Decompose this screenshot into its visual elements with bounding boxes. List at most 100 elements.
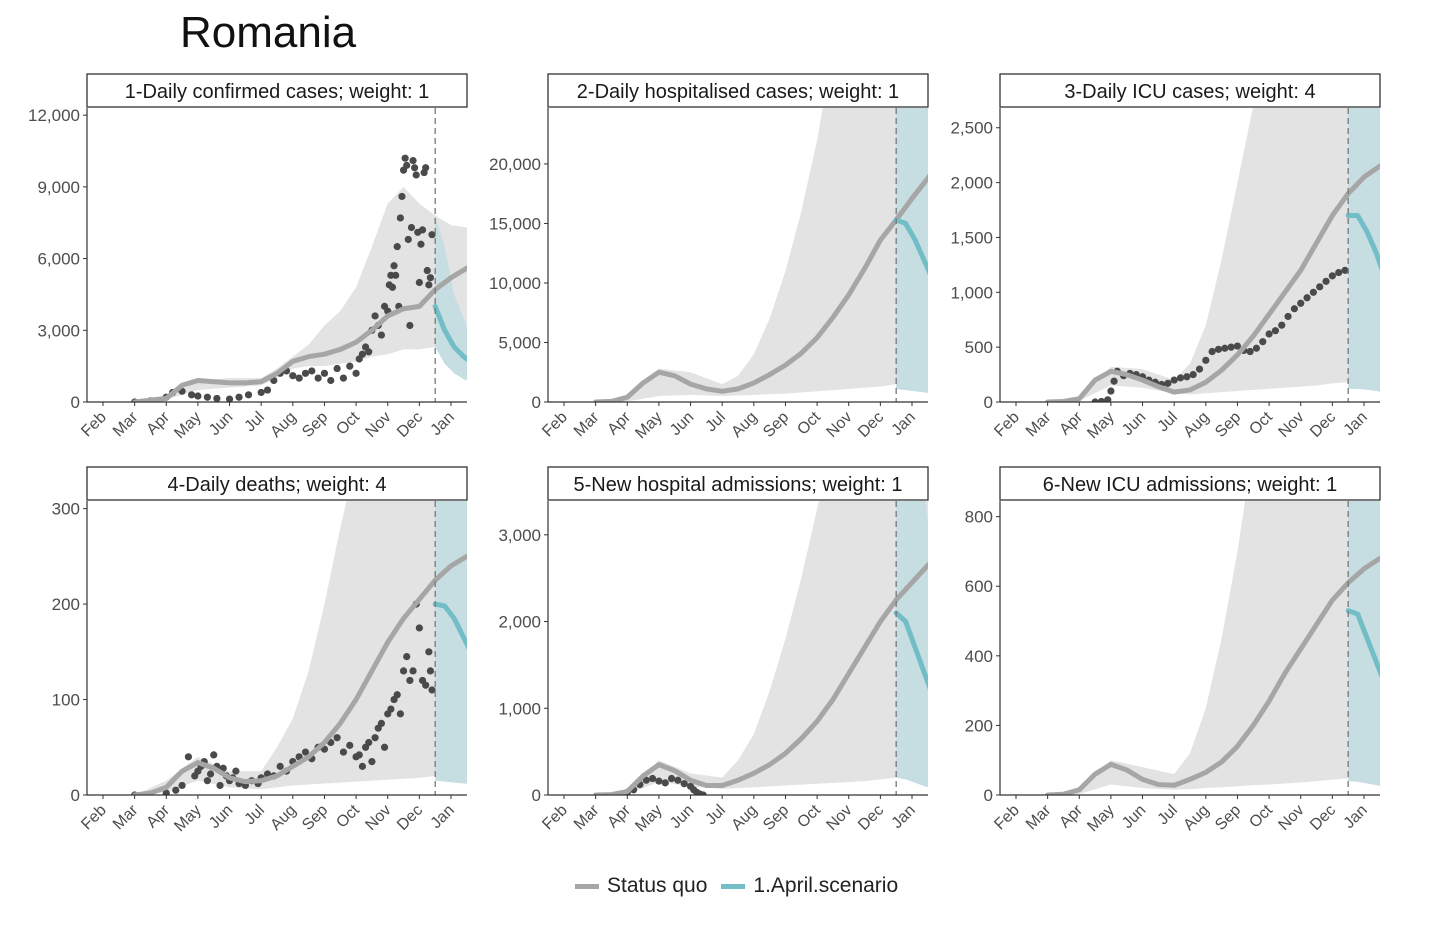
x-tick-label: Oct [1246, 408, 1276, 438]
panel-title-strip [547, 466, 929, 501]
x-tick-label: Dec [1307, 409, 1339, 441]
observed-point [674, 776, 682, 784]
observed-point [390, 262, 398, 270]
page-title: Romania [180, 8, 357, 57]
observed-point [235, 393, 243, 401]
x-tick-label: Apr [143, 408, 173, 438]
status-quo-band [595, 501, 928, 795]
panel-title-strip [999, 466, 1381, 501]
status-quo-line [593, 173, 928, 402]
x-tick-label: Nov [823, 409, 855, 441]
y-tick-label: 2,500 [950, 119, 993, 138]
observed-point [1303, 294, 1311, 302]
observed-point [289, 372, 297, 380]
legend-label-status-quo: Status quo [607, 874, 708, 897]
observed-point [346, 362, 354, 370]
observed-point [355, 751, 363, 759]
observed-point [1183, 373, 1191, 381]
observed-point [1104, 396, 1112, 402]
legend-label-scenario: 1.April.scenario [753, 874, 899, 897]
observed-point [661, 779, 669, 787]
y-tick-label: 5,000 [498, 333, 541, 352]
observed-point [415, 624, 423, 632]
x-tick-label: Nov [362, 802, 394, 834]
x-tick-label: Jul [703, 409, 729, 435]
x-tick-label: Aug [1180, 802, 1212, 834]
observed-point [301, 369, 310, 377]
observed-point [295, 374, 303, 382]
observed-point [409, 156, 417, 165]
status-quo-line [1045, 163, 1380, 402]
observed-point [1189, 370, 1197, 379]
x-tick-label: Sep [760, 409, 792, 441]
observed-point [213, 394, 221, 402]
observed-point [1202, 356, 1210, 364]
x-tick-label: Feb [991, 802, 1023, 834]
observed-point [368, 757, 376, 766]
plot-area [593, 501, 928, 795]
observed-point [1214, 345, 1223, 353]
y-tick-label: 0 [532, 786, 541, 805]
x-tick-label: Feb [991, 409, 1023, 441]
observed-point [1097, 397, 1106, 402]
x-tick-label: Nov [1275, 409, 1307, 441]
observed-point [314, 374, 322, 382]
observed-point [263, 386, 272, 394]
observed-point [339, 374, 348, 382]
scenario-line [432, 601, 467, 650]
observed-point [244, 391, 253, 399]
y-tick-label: 0 [71, 393, 80, 412]
observed-point [409, 667, 417, 675]
y-tick-label: 200 [965, 716, 993, 735]
x-tick-label: Jul [703, 802, 729, 828]
observed-point [412, 171, 420, 179]
legend-swatch-scenario [721, 883, 746, 889]
x-tick-label: Sep [1212, 802, 1244, 834]
x-tick-label: Nov [362, 409, 394, 441]
observed-point [1208, 347, 1216, 356]
observed-point [417, 240, 425, 248]
observed-point [642, 776, 650, 784]
observed-point [1290, 305, 1298, 313]
panel-title: 2-Daily hospitalised cases; weight: 1 [577, 81, 899, 103]
x-tick-label: Feb [78, 409, 110, 441]
observed-point [1284, 312, 1292, 321]
x-tick-label: Aug [267, 409, 299, 441]
x-tick-label: Feb [539, 802, 571, 834]
scenario-band [435, 215, 467, 381]
y-tick-label: 6,000 [37, 250, 80, 269]
observed-point [1252, 344, 1261, 352]
panel-title: 4-Daily deaths; weight: 4 [167, 474, 386, 496]
observed-point [380, 743, 389, 751]
observed-point [225, 395, 234, 402]
observed-point [320, 369, 329, 377]
y-tick-label: 0 [71, 786, 80, 805]
observed-point [680, 780, 688, 788]
x-tick-label: Jun [206, 409, 236, 439]
x-tick-label: Jul [1155, 802, 1181, 828]
x-tick-label: Dec [855, 802, 887, 834]
observed-point [1246, 347, 1254, 356]
x-tick-label: Mar [110, 408, 142, 440]
observed-point [206, 770, 215, 778]
y-tick-label: 1,500 [950, 228, 993, 247]
x-tick-label: Jul [1155, 409, 1181, 435]
observed-point [403, 652, 411, 661]
y-tick-label: 1,000 [498, 699, 541, 718]
y-tick-label: 400 [965, 647, 993, 666]
x-tick-label: Oct [333, 408, 363, 438]
x-tick-label: Jan [1341, 802, 1371, 832]
observed-point [425, 648, 433, 656]
panel-title: 1-Daily confirmed cases; weight: 1 [125, 81, 430, 103]
observed-point [401, 154, 409, 162]
observed-point [411, 164, 419, 172]
plot-area [1045, 501, 1380, 795]
panel-title-strip [86, 466, 468, 501]
x-tick-label: May [171, 802, 204, 835]
observed-point [1259, 338, 1267, 346]
observed-point [1164, 379, 1172, 387]
status-quo-band [1047, 501, 1380, 795]
observed-point [333, 364, 341, 373]
observed-point [346, 741, 354, 749]
